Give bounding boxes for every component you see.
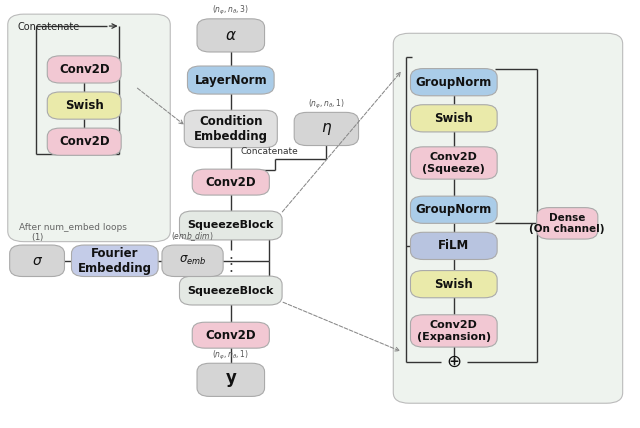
- FancyBboxPatch shape: [410, 270, 497, 298]
- FancyBboxPatch shape: [410, 196, 497, 223]
- FancyBboxPatch shape: [162, 245, 223, 276]
- Text: $(1)$: $(1)$: [31, 231, 44, 243]
- Text: $(emb\_dim)$: $(emb\_dim)$: [172, 231, 214, 244]
- Text: Concatenate: Concatenate: [241, 147, 298, 156]
- Text: $(n_\varphi,n_\vartheta,3)$: $(n_\varphi,n_\vartheta,3)$: [212, 4, 249, 17]
- Text: Conv2D: Conv2D: [205, 175, 256, 189]
- Text: Conv2D: Conv2D: [205, 329, 256, 342]
- Text: ·: ·: [228, 265, 233, 280]
- Text: SqueezeBlock: SqueezeBlock: [188, 220, 274, 231]
- Text: $(n_\varphi,n_\vartheta,1)$: $(n_\varphi,n_\vartheta,1)$: [212, 349, 249, 362]
- Text: Swish: Swish: [435, 112, 473, 125]
- Text: ·: ·: [228, 252, 233, 267]
- FancyBboxPatch shape: [394, 33, 623, 403]
- Text: FiLM: FiLM: [438, 239, 470, 253]
- FancyBboxPatch shape: [192, 322, 269, 348]
- FancyBboxPatch shape: [197, 19, 264, 52]
- Text: $\sigma$: $\sigma$: [31, 254, 43, 268]
- Text: Swish: Swish: [65, 99, 104, 112]
- FancyBboxPatch shape: [179, 276, 282, 305]
- Text: $\sigma_{emb}$: $\sigma_{emb}$: [179, 254, 206, 268]
- Text: $\oplus$: $\oplus$: [446, 353, 461, 371]
- FancyBboxPatch shape: [410, 68, 497, 96]
- Text: $\eta$: $\eta$: [321, 121, 332, 137]
- FancyBboxPatch shape: [410, 105, 497, 132]
- Text: $\alpha$: $\alpha$: [225, 28, 237, 43]
- Text: Concatenate: Concatenate: [17, 22, 79, 32]
- FancyBboxPatch shape: [47, 56, 121, 83]
- FancyBboxPatch shape: [47, 128, 121, 155]
- Text: Swish: Swish: [435, 278, 473, 291]
- Text: GroupNorm: GroupNorm: [416, 76, 492, 89]
- FancyBboxPatch shape: [72, 245, 158, 276]
- FancyBboxPatch shape: [537, 208, 598, 239]
- FancyBboxPatch shape: [8, 14, 170, 242]
- Text: After num_embed loops: After num_embed loops: [19, 223, 127, 232]
- FancyBboxPatch shape: [188, 66, 274, 94]
- Text: ·: ·: [228, 259, 233, 273]
- Text: Fourier
Embedding: Fourier Embedding: [78, 247, 152, 275]
- Text: Conv2D: Conv2D: [59, 135, 109, 148]
- FancyBboxPatch shape: [184, 110, 277, 148]
- FancyBboxPatch shape: [410, 232, 497, 259]
- Text: $\mathbf{y}$: $\mathbf{y}$: [225, 371, 237, 389]
- Text: Conv2D: Conv2D: [59, 63, 109, 76]
- FancyBboxPatch shape: [47, 92, 121, 119]
- Text: Dense
(On channel): Dense (On channel): [529, 213, 605, 234]
- FancyBboxPatch shape: [197, 363, 264, 396]
- Text: Conv2D
(Squeeze): Conv2D (Squeeze): [422, 152, 485, 174]
- Text: SqueezeBlock: SqueezeBlock: [188, 285, 274, 296]
- FancyBboxPatch shape: [410, 147, 497, 179]
- FancyBboxPatch shape: [179, 211, 282, 240]
- Text: LayerNorm: LayerNorm: [195, 74, 267, 86]
- FancyBboxPatch shape: [410, 315, 497, 347]
- FancyBboxPatch shape: [192, 169, 269, 195]
- FancyBboxPatch shape: [294, 113, 358, 146]
- Text: Conv2D
(Expansion): Conv2D (Expansion): [417, 320, 491, 342]
- Text: $(n_\varphi,n_\vartheta,1)$: $(n_\varphi,n_\vartheta,1)$: [308, 98, 345, 111]
- Text: Condition
Embedding: Condition Embedding: [194, 115, 268, 143]
- FancyBboxPatch shape: [10, 245, 65, 276]
- Text: GroupNorm: GroupNorm: [416, 203, 492, 216]
